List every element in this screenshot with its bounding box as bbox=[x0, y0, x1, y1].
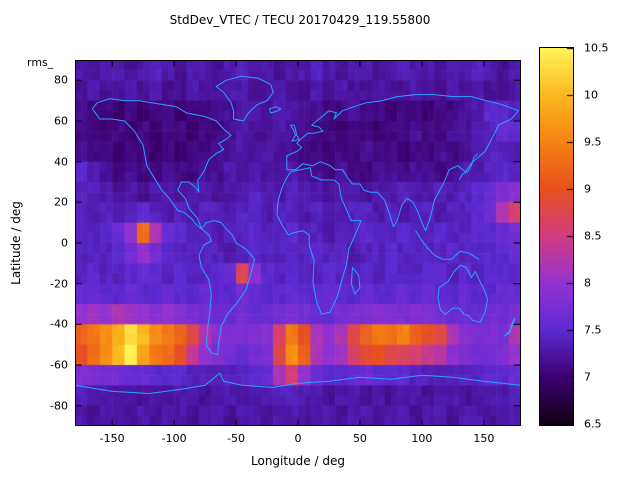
y-tick-label: -80 bbox=[50, 399, 68, 413]
y-axis-label: Latitude / deg bbox=[9, 201, 23, 285]
corner-label: rms_ bbox=[27, 56, 54, 69]
y-tick-label: 80 bbox=[54, 73, 68, 87]
y-tick-label: 60 bbox=[54, 114, 68, 128]
colorbar-tick-label: 9.5 bbox=[584, 135, 602, 149]
x-tick-label: -150 bbox=[99, 432, 125, 445]
colorbar bbox=[539, 47, 574, 426]
colorbar-tick-label: 8.5 bbox=[584, 229, 602, 243]
colorbar-tick-label: 8 bbox=[584, 276, 591, 290]
x-tick-label: 50 bbox=[352, 432, 367, 445]
x-tick-label: 0 bbox=[294, 432, 302, 445]
y-tick-label: -20 bbox=[50, 277, 68, 291]
x-tick-label: -100 bbox=[161, 432, 187, 445]
colorbar-tick-label: 10.5 bbox=[584, 41, 609, 55]
x-axis-label: Longitude / deg bbox=[251, 454, 345, 468]
colorbar-tick-label: 7 bbox=[584, 370, 591, 384]
y-tick-label: 20 bbox=[54, 195, 68, 209]
x-tick-label: 100 bbox=[411, 432, 433, 445]
colorbar-tick-label: 9 bbox=[584, 182, 591, 196]
x-tick-label: -50 bbox=[227, 432, 246, 445]
y-tick-label: 40 bbox=[54, 155, 68, 169]
x-tick-label: 150 bbox=[473, 432, 495, 445]
colorbar-tick-label: 10 bbox=[584, 88, 598, 102]
y-tick-label: 0 bbox=[61, 236, 68, 250]
colorbar-tick-label: 6.5 bbox=[584, 417, 602, 431]
y-tick-label: -60 bbox=[50, 358, 68, 372]
chart-title: StdDev_VTEC / TECU 20170429_119.55800 bbox=[169, 13, 431, 27]
heatmap-canvas bbox=[75, 60, 521, 426]
y-tick-label: -40 bbox=[50, 317, 68, 331]
colorbar-tick-label: 7.5 bbox=[584, 323, 602, 337]
